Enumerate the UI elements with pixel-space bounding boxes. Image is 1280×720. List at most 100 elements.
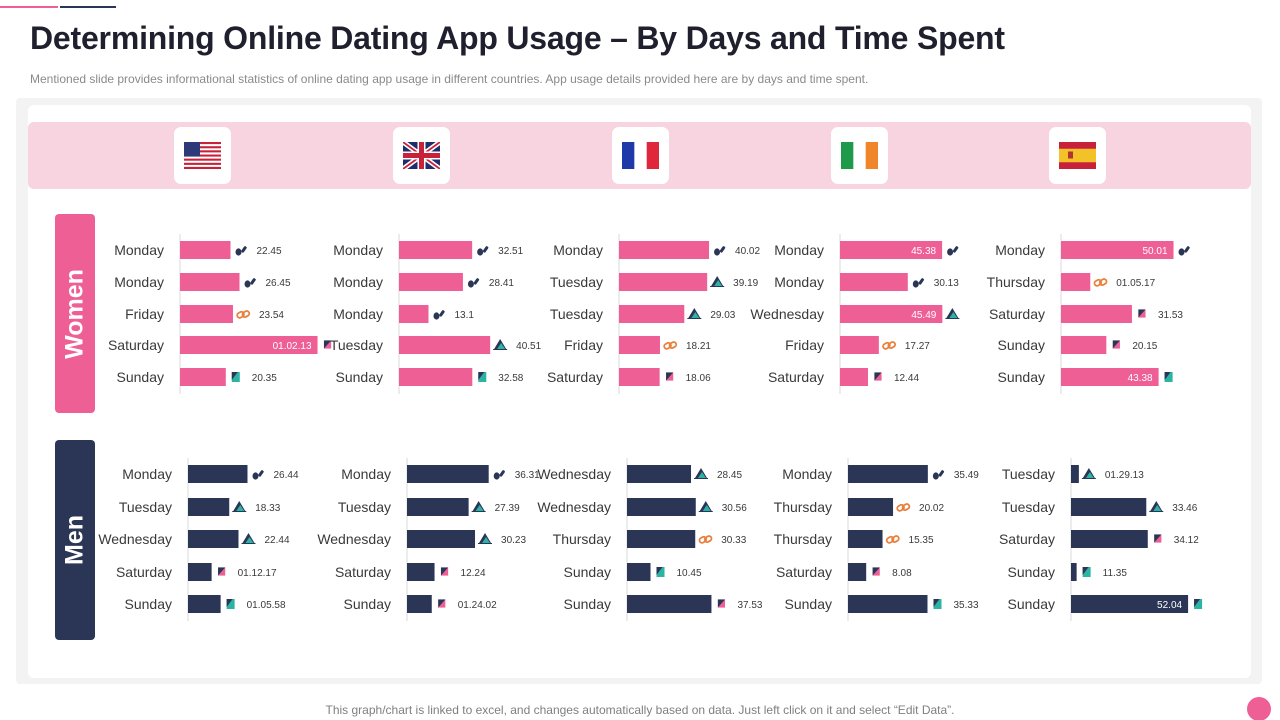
value-label: 13.1 <box>454 310 474 321</box>
bar <box>1071 530 1148 548</box>
mountain-icon <box>478 533 493 544</box>
category-label: Monday <box>341 466 391 482</box>
chart-men-united-kingdom: Monday 36.31 Tuesday 27.39 Wednesday 30.23 Sat… <box>317 458 540 621</box>
mountain-icon <box>471 501 486 512</box>
bar <box>1071 563 1077 581</box>
value-label: 43.38 <box>1128 373 1153 384</box>
chart-women-ireland: Monday 45.38 Monday 30.13 Wednesday 45.49 Frid… <box>750 234 959 394</box>
chart-panel <box>28 105 1251 678</box>
bar <box>180 305 233 323</box>
category-label: Sunday <box>998 369 1045 385</box>
tablet-icon <box>1164 372 1173 382</box>
bar <box>188 465 248 483</box>
mountain-icon <box>241 533 256 544</box>
category-label: Sunday <box>1008 596 1055 612</box>
bar <box>627 530 696 548</box>
bar <box>619 241 710 259</box>
category-label: Monday <box>333 274 383 290</box>
flag-tile-usa <box>174 127 231 184</box>
spain-flag-icon <box>1059 142 1096 169</box>
chart-women-usa: Monday 22.45 Monday 26.45 Friday 23.54 Saturda… <box>108 234 318 394</box>
link-icon <box>698 535 713 544</box>
category-label: Monday <box>333 242 383 258</box>
chart-women-france: Monday 40.02 Tuesday 39.19 Tuesday 29.03 Frida… <box>547 234 761 394</box>
value-label: 12.44 <box>894 373 919 384</box>
category-label: Wednesday <box>750 306 824 322</box>
usa-flag-icon <box>184 142 221 169</box>
laptop-icon <box>440 566 449 577</box>
bar <box>188 498 230 516</box>
value-label: 39.19 <box>733 278 758 289</box>
laptop-icon <box>871 566 881 577</box>
laptop-icon <box>1111 339 1121 350</box>
value-label: 18.33 <box>255 503 280 514</box>
category-label: Saturday <box>116 564 172 580</box>
value-label: 20.02 <box>919 503 944 514</box>
value-label: 45.38 <box>911 246 936 257</box>
category-label: Monday <box>114 274 164 290</box>
value-label: 17.27 <box>905 341 930 352</box>
category-label: Wednesday <box>98 531 172 547</box>
bar <box>627 498 696 516</box>
tablet-icon <box>231 372 240 382</box>
value-label: 30.13 <box>934 278 959 289</box>
value-label: 34.12 <box>1174 535 1199 546</box>
laptop-icon <box>323 339 332 350</box>
bar <box>1061 273 1091 291</box>
value-label: 30.33 <box>721 535 746 546</box>
accent-bar-navy <box>60 6 116 8</box>
value-label: 01.05.17 <box>1116 278 1155 289</box>
tablet-icon <box>478 372 487 382</box>
mountain-icon <box>694 468 709 479</box>
value-label: 8.08 <box>892 568 912 579</box>
category-label: Friday <box>785 337 824 353</box>
category-label: Friday <box>125 306 164 322</box>
tablet-icon <box>933 599 942 609</box>
ireland-flag-icon <box>841 142 878 169</box>
tablet-icon <box>226 599 235 609</box>
category-label: Saturday <box>547 369 603 385</box>
bar <box>619 368 660 386</box>
bar <box>840 368 868 386</box>
value-label: 28.45 <box>717 470 742 481</box>
bar <box>1061 336 1107 354</box>
bar <box>399 273 463 291</box>
value-label: 32.51 <box>498 246 523 257</box>
chart-men-ireland: Monday 35.49 Thursday 20.02 Thursday 15.35 Sat… <box>774 458 979 621</box>
value-label: 01.24.02 <box>458 600 497 611</box>
mountain-icon <box>1081 468 1096 479</box>
laptop-icon <box>717 598 726 609</box>
bar <box>180 241 231 259</box>
bar <box>848 595 928 613</box>
bar <box>619 336 660 354</box>
category-label: Tuesday <box>1002 466 1055 482</box>
phone-icon <box>1178 246 1190 256</box>
value-label: 40.51 <box>516 341 541 352</box>
mountain-icon <box>1149 501 1164 512</box>
laptop-icon <box>217 566 227 577</box>
footer-note: This graph/chart is linked to excel, and… <box>325 703 955 717</box>
bar <box>407 498 469 516</box>
women-tag: Women <box>55 214 95 413</box>
category-label: Tuesday <box>330 337 383 353</box>
bar <box>399 336 491 354</box>
value-label: 36.31 <box>515 470 540 481</box>
category-label: Sunday <box>344 596 391 612</box>
value-label: 52.04 <box>1157 600 1182 611</box>
phone-icon <box>235 246 247 256</box>
corner-dot <box>1247 697 1271 720</box>
category-label: Thursday <box>987 274 1045 290</box>
phone-icon <box>947 246 959 256</box>
value-label: 31.53 <box>1158 310 1183 321</box>
value-label: 37.53 <box>737 600 762 611</box>
category-label: Monday <box>553 242 603 258</box>
value-label: 27.39 <box>495 503 520 514</box>
category-label: Sunday <box>564 564 611 580</box>
category-label: Saturday <box>989 306 1045 322</box>
category-label: Sunday <box>1008 564 1055 580</box>
link-icon <box>663 341 678 350</box>
phone-icon <box>932 470 945 480</box>
france-flag-icon <box>622 142 659 169</box>
chart-men-spain: Tuesday 01.29.13 Tuesday 33.46 Saturday 34.12… <box>999 458 1199 621</box>
value-label: 11.35 <box>1103 568 1128 579</box>
